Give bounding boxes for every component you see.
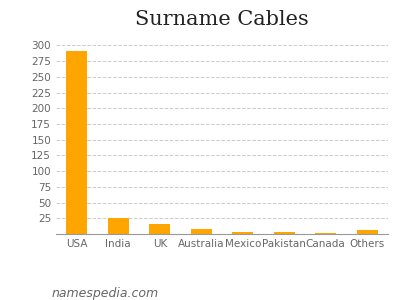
Bar <box>66 51 87 234</box>
Text: namespedia.com: namespedia.com <box>52 287 159 300</box>
Bar <box>315 233 336 234</box>
Title: Surname Cables: Surname Cables <box>135 10 309 29</box>
Bar <box>232 232 253 234</box>
Bar <box>191 229 212 234</box>
Bar <box>357 230 378 234</box>
Bar <box>274 232 295 234</box>
Bar <box>108 218 129 234</box>
Bar <box>149 224 170 234</box>
